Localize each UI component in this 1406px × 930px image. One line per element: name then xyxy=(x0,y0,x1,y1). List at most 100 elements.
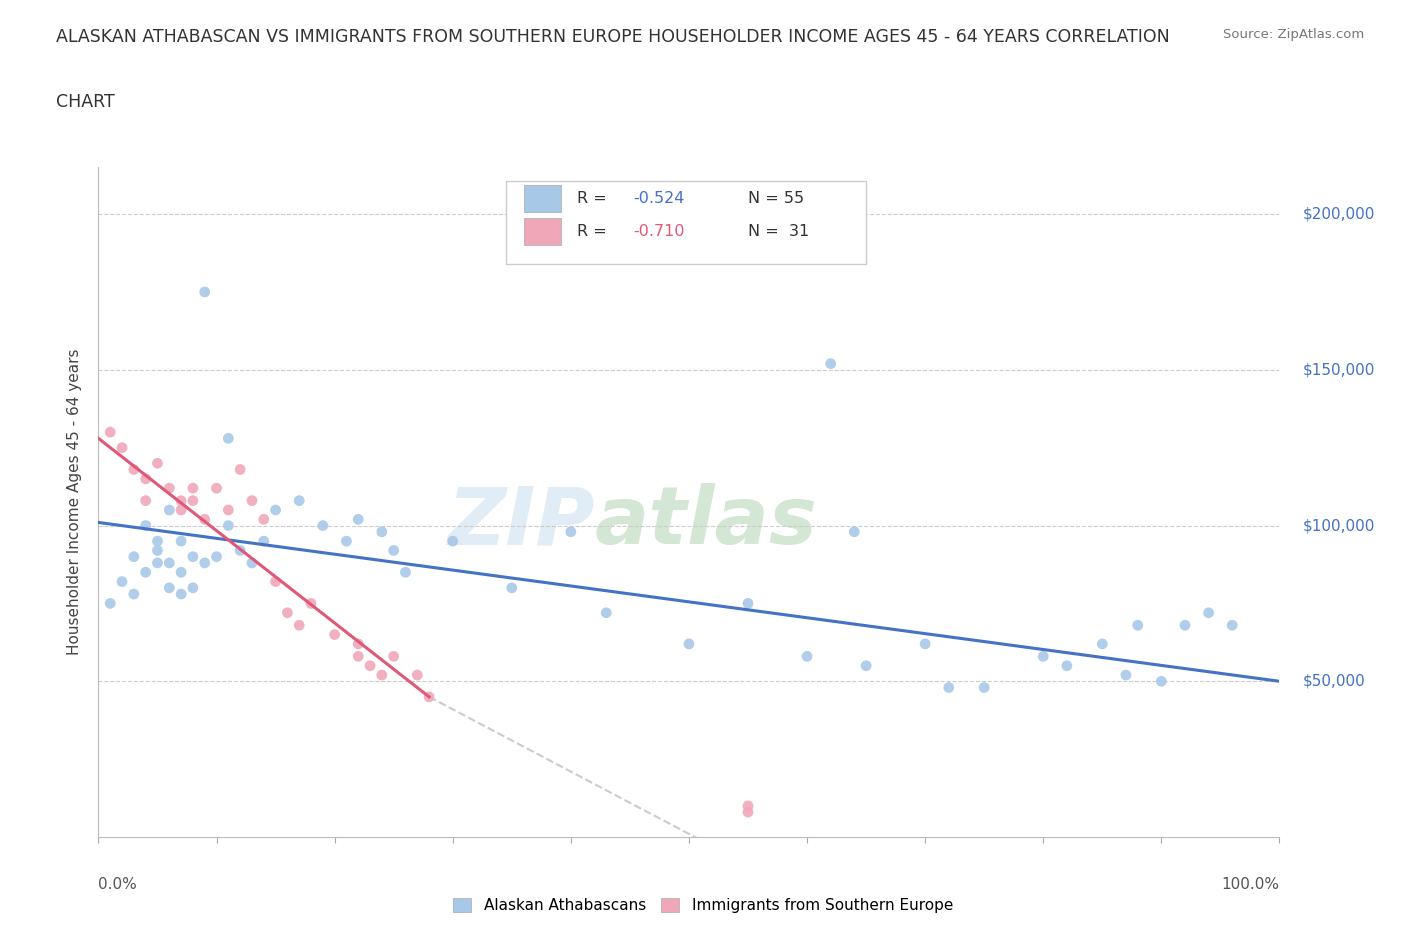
Point xyxy=(406,668,429,683)
Point xyxy=(264,574,287,589)
Text: $50,000: $50,000 xyxy=(1303,673,1365,689)
Y-axis label: Householder Income Ages 45 - 64 years: Householder Income Ages 45 - 64 years xyxy=(67,349,83,656)
FancyBboxPatch shape xyxy=(523,219,561,246)
Text: $100,000: $100,000 xyxy=(1303,518,1375,533)
Point xyxy=(181,550,204,565)
Point xyxy=(288,493,311,508)
Point xyxy=(1174,618,1197,632)
Point xyxy=(181,493,204,508)
Point xyxy=(122,462,145,477)
Text: -0.524: -0.524 xyxy=(634,191,685,206)
Point xyxy=(217,431,239,445)
Point xyxy=(1115,668,1137,683)
Point xyxy=(560,525,582,539)
Point xyxy=(170,493,193,508)
Point xyxy=(135,518,157,533)
Point xyxy=(1150,674,1173,689)
Point xyxy=(205,481,228,496)
Point xyxy=(170,565,193,579)
Text: Source: ZipAtlas.com: Source: ZipAtlas.com xyxy=(1223,28,1364,41)
Point xyxy=(394,565,416,579)
Point xyxy=(276,605,298,620)
Point xyxy=(323,627,346,642)
Point xyxy=(347,512,370,526)
Point xyxy=(371,668,394,683)
Point xyxy=(796,649,818,664)
Point xyxy=(122,550,145,565)
Point xyxy=(205,550,228,565)
Text: N =  31: N = 31 xyxy=(748,224,810,239)
Point xyxy=(973,680,995,695)
Point xyxy=(146,555,169,570)
Point xyxy=(98,596,121,611)
Point xyxy=(1198,605,1220,620)
Text: R =: R = xyxy=(576,224,612,239)
Point xyxy=(146,456,169,471)
Point xyxy=(820,356,842,371)
Point xyxy=(938,680,960,695)
Point xyxy=(240,555,263,570)
Point xyxy=(157,555,180,570)
Text: $150,000: $150,000 xyxy=(1303,363,1375,378)
Point xyxy=(418,689,440,704)
Point xyxy=(229,462,252,477)
Text: CHART: CHART xyxy=(56,93,115,111)
Point xyxy=(382,543,405,558)
Point xyxy=(441,534,464,549)
Point xyxy=(157,580,180,595)
Point xyxy=(1032,649,1054,664)
Point xyxy=(135,565,157,579)
Point xyxy=(229,543,252,558)
Point xyxy=(359,658,381,673)
Point xyxy=(170,587,193,602)
Point xyxy=(1220,618,1243,632)
Legend: Alaskan Athabascans, Immigrants from Southern Europe: Alaskan Athabascans, Immigrants from Sou… xyxy=(453,898,953,913)
Point xyxy=(111,574,134,589)
Text: ALASKAN ATHABASCAN VS IMMIGRANTS FROM SOUTHERN EUROPE HOUSEHOLDER INCOME AGES 45: ALASKAN ATHABASCAN VS IMMIGRANTS FROM SO… xyxy=(56,28,1170,46)
Text: atlas: atlas xyxy=(595,484,817,562)
Point xyxy=(1126,618,1149,632)
Point xyxy=(855,658,877,673)
Point xyxy=(1056,658,1078,673)
Point xyxy=(737,804,759,819)
Point xyxy=(170,502,193,517)
Point xyxy=(135,493,157,508)
Point xyxy=(595,605,617,620)
Text: R =: R = xyxy=(576,191,612,206)
Text: N = 55: N = 55 xyxy=(748,191,804,206)
Point xyxy=(312,518,335,533)
Point xyxy=(371,525,394,539)
Point xyxy=(678,636,700,651)
Point xyxy=(98,425,121,440)
Point xyxy=(181,481,204,496)
Point xyxy=(240,493,263,508)
Point xyxy=(914,636,936,651)
Point xyxy=(844,525,866,539)
Point xyxy=(737,799,759,814)
Point xyxy=(299,596,322,611)
FancyBboxPatch shape xyxy=(523,185,561,212)
Point xyxy=(264,502,287,517)
Point xyxy=(170,534,193,549)
Text: 0.0%: 0.0% xyxy=(98,877,138,892)
Text: $200,000: $200,000 xyxy=(1303,206,1375,221)
Point xyxy=(382,649,405,664)
Point xyxy=(288,618,311,632)
Point xyxy=(157,502,180,517)
Point xyxy=(122,587,145,602)
Point xyxy=(217,502,239,517)
Point xyxy=(146,543,169,558)
Point xyxy=(181,580,204,595)
Point xyxy=(253,534,276,549)
Point xyxy=(194,512,217,526)
Point xyxy=(253,512,276,526)
Point xyxy=(194,555,217,570)
Point xyxy=(217,518,239,533)
Point xyxy=(737,596,759,611)
Point xyxy=(347,636,370,651)
Point xyxy=(335,534,357,549)
Text: -0.710: -0.710 xyxy=(634,224,685,239)
Point xyxy=(501,580,523,595)
Point xyxy=(135,472,157,486)
Point xyxy=(146,534,169,549)
